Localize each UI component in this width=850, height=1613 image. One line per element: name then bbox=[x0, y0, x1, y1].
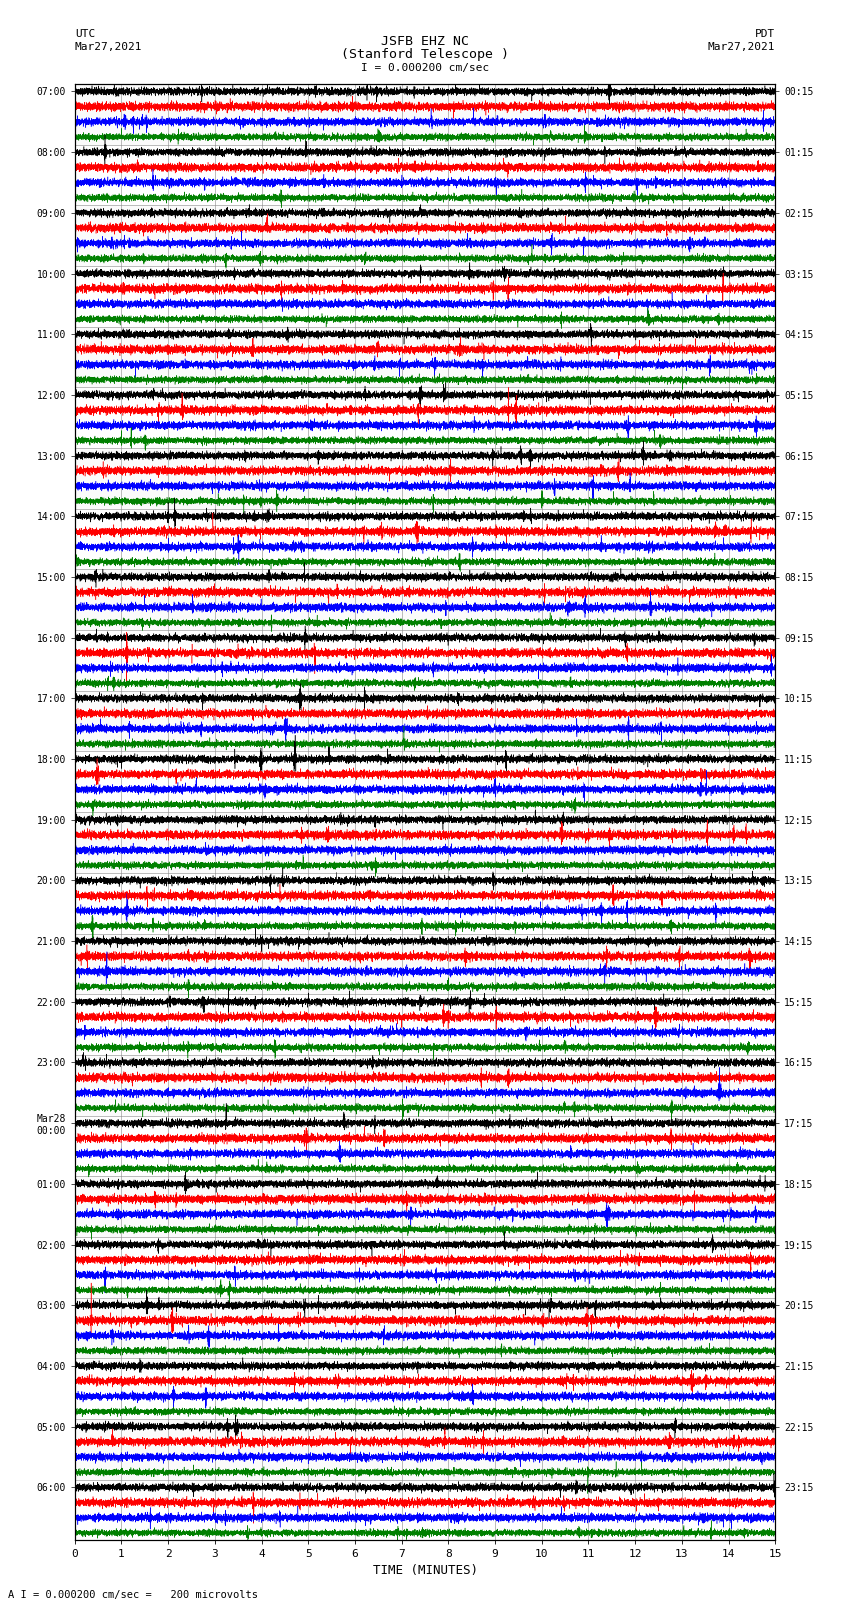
Bar bbox=[75, 84, 775, 145]
Bar bbox=[75, 1055, 775, 1116]
Bar bbox=[75, 690, 775, 752]
Text: JSFB EHZ NC: JSFB EHZ NC bbox=[381, 35, 469, 48]
Bar bbox=[75, 1176, 775, 1237]
Text: Mar27,2021: Mar27,2021 bbox=[708, 42, 775, 52]
Bar bbox=[75, 326, 775, 387]
Text: Mar27,2021: Mar27,2021 bbox=[75, 42, 142, 52]
Text: PDT: PDT bbox=[755, 29, 775, 39]
Bar bbox=[75, 1297, 775, 1358]
Text: UTC: UTC bbox=[75, 29, 95, 39]
Bar bbox=[75, 205, 775, 266]
Bar bbox=[75, 934, 775, 994]
Bar bbox=[75, 813, 775, 873]
X-axis label: TIME (MINUTES): TIME (MINUTES) bbox=[372, 1563, 478, 1576]
Text: I = 0.000200 cm/sec: I = 0.000200 cm/sec bbox=[361, 63, 489, 73]
Text: (Stanford Telescope ): (Stanford Telescope ) bbox=[341, 48, 509, 61]
Text: A I = 0.000200 cm/sec =   200 microvolts: A I = 0.000200 cm/sec = 200 microvolts bbox=[8, 1590, 258, 1600]
Bar bbox=[75, 569, 775, 631]
Bar bbox=[75, 448, 775, 508]
Bar bbox=[75, 1419, 775, 1479]
